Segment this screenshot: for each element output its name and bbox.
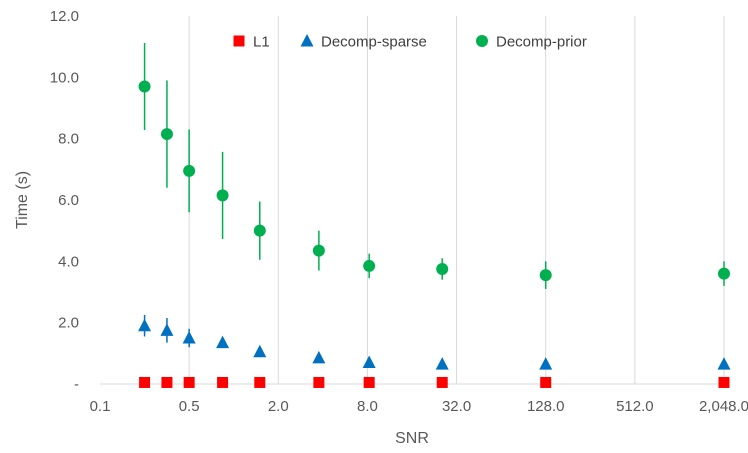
data-point xyxy=(717,357,731,370)
series-l1 xyxy=(139,376,730,388)
data-point xyxy=(718,376,730,388)
data-point xyxy=(718,267,730,280)
data-point xyxy=(254,376,266,388)
series-layer xyxy=(138,42,731,388)
x-tick-label: 0.5 xyxy=(179,398,200,415)
legend-label: L1 xyxy=(253,34,270,51)
data-point xyxy=(435,357,449,370)
data-point xyxy=(216,189,229,202)
data-point xyxy=(160,128,173,141)
x-tick-label: 8.0 xyxy=(357,398,378,415)
x-tick-label: 128.0 xyxy=(527,398,565,415)
y-tick-label: 4.0 xyxy=(58,253,79,270)
x-tick-labels: 0.1 0.5 2.0 8.0 32.0 128.0 512.0 2,048.0 xyxy=(90,398,748,415)
data-point xyxy=(363,376,375,388)
legend-item: Decomp-prior xyxy=(476,34,587,51)
x-axis-title: SNR xyxy=(395,430,429,447)
x-tick-label: 2,048.0 xyxy=(699,398,748,415)
data-point xyxy=(182,331,196,344)
y-tick-label: - xyxy=(74,376,79,393)
series-decomp-sparse xyxy=(138,315,731,370)
data-point xyxy=(539,269,552,282)
y-tick-label: 2.0 xyxy=(58,315,79,332)
data-point xyxy=(216,335,230,349)
legend-label: Decomp-sparse xyxy=(321,34,427,51)
x-tick-label: 32.0 xyxy=(442,398,471,415)
data-point xyxy=(313,376,325,388)
legend-marker xyxy=(476,35,488,47)
x-tick-label: 0.1 xyxy=(90,398,111,415)
legend-label: Decomp-prior xyxy=(496,34,587,51)
data-point xyxy=(539,357,553,370)
gridlines xyxy=(188,16,725,384)
x-tick-label: 2.0 xyxy=(268,398,289,415)
y-tick-label: 12.0 xyxy=(50,8,79,25)
data-point xyxy=(540,376,552,388)
data-point xyxy=(160,323,174,336)
y-tick-labels: - 2.0 4.0 6.0 8.0 10.0 12.0 xyxy=(50,8,79,393)
data-point xyxy=(161,376,173,388)
data-point xyxy=(138,80,151,93)
legend-marker xyxy=(300,34,314,47)
y-tick-label: 10.0 xyxy=(50,69,79,86)
data-point xyxy=(217,376,229,388)
legend-item: L1 xyxy=(233,34,270,51)
y-axis-title: Time (s) xyxy=(14,171,31,229)
legend: L1 Decomp-sparse Decomp-prior xyxy=(233,34,587,51)
data-point xyxy=(363,259,376,272)
x-tick-label: 512.0 xyxy=(616,398,654,415)
data-point xyxy=(183,376,195,388)
data-point xyxy=(436,376,448,388)
data-point xyxy=(436,263,449,275)
data-point xyxy=(253,224,266,237)
legend-marker xyxy=(233,35,245,47)
y-tick-label: 8.0 xyxy=(58,131,79,148)
data-point xyxy=(362,355,376,369)
data-point xyxy=(253,344,267,358)
series-decomp-prior xyxy=(138,42,730,289)
data-point xyxy=(312,244,325,257)
data-point xyxy=(183,164,196,177)
legend-item: Decomp-sparse xyxy=(300,34,427,51)
y-tick-label: 6.0 xyxy=(58,192,79,209)
data-point xyxy=(312,350,326,364)
data-point xyxy=(139,376,151,388)
data-point xyxy=(138,318,152,332)
